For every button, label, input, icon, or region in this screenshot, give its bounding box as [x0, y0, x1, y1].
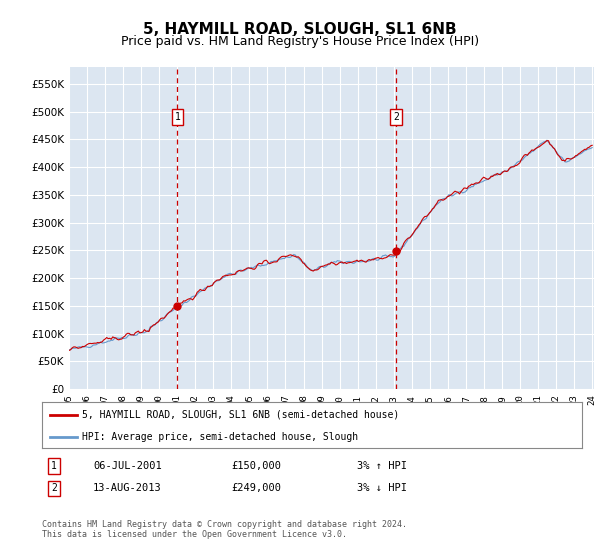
Text: £150,000: £150,000: [231, 461, 281, 471]
Text: 3% ↓ HPI: 3% ↓ HPI: [357, 483, 407, 493]
Text: HPI: Average price, semi-detached house, Slough: HPI: Average price, semi-detached house,…: [83, 432, 359, 441]
Text: 1: 1: [51, 461, 57, 471]
Text: 13-AUG-2013: 13-AUG-2013: [93, 483, 162, 493]
Text: 1: 1: [175, 112, 181, 122]
Text: Contains HM Land Registry data © Crown copyright and database right 2024.
This d: Contains HM Land Registry data © Crown c…: [42, 520, 407, 539]
Text: 2: 2: [51, 483, 57, 493]
Text: 2: 2: [393, 112, 399, 122]
Text: 5, HAYMILL ROAD, SLOUGH, SL1 6NB (semi-detached house): 5, HAYMILL ROAD, SLOUGH, SL1 6NB (semi-d…: [83, 410, 400, 420]
Text: 3% ↑ HPI: 3% ↑ HPI: [357, 461, 407, 471]
Text: Price paid vs. HM Land Registry's House Price Index (HPI): Price paid vs. HM Land Registry's House …: [121, 35, 479, 48]
Text: £249,000: £249,000: [231, 483, 281, 493]
Text: 06-JUL-2001: 06-JUL-2001: [93, 461, 162, 471]
Text: 5, HAYMILL ROAD, SLOUGH, SL1 6NB: 5, HAYMILL ROAD, SLOUGH, SL1 6NB: [143, 22, 457, 38]
